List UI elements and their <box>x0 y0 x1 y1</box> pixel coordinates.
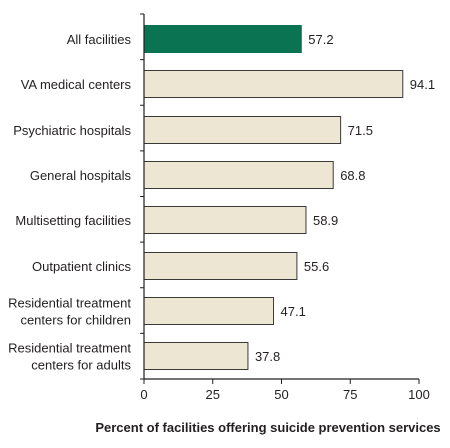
bar <box>143 116 342 144</box>
bars-layer <box>143 25 404 370</box>
x-tick-label: 0 <box>140 387 147 402</box>
value-label: 37.8 <box>255 349 280 364</box>
value-label: 94.1 <box>410 77 435 92</box>
bar <box>143 206 307 234</box>
x-tick-label: 75 <box>343 387 357 402</box>
value-label: 71.5 <box>348 123 373 138</box>
category-label: Residential treatment <box>8 341 131 356</box>
x-tick-label: 25 <box>206 387 220 402</box>
value-labels: 57.2 94.1 71.5 68.8 58.9 55.6 47.1 37.8 <box>255 32 435 364</box>
x-axis-ticks: 0 25 50 75 100 <box>140 13 430 402</box>
value-label: 58.9 <box>313 213 338 228</box>
bar <box>143 25 302 53</box>
category-label: centers for adults <box>31 358 131 373</box>
bar <box>143 252 298 280</box>
category-label: centers for children <box>20 313 131 328</box>
value-label: 57.2 <box>308 32 333 47</box>
category-label: Multisetting facilities <box>15 213 131 228</box>
x-axis-title: Percent of facilities offering suicide p… <box>95 420 440 435</box>
bar <box>143 342 249 370</box>
bar <box>143 297 275 325</box>
bar <box>143 70 404 98</box>
x-tick-label: 100 <box>408 387 430 402</box>
value-label: 68.8 <box>340 168 365 183</box>
category-label: Residential treatment <box>8 296 131 311</box>
value-label: 47.1 <box>281 304 306 319</box>
category-label: Psychiatric hospitals <box>13 123 131 138</box>
category-label: General hospitals <box>30 168 132 183</box>
x-tick-label: 50 <box>274 387 288 402</box>
category-labels: All facilities VA medical centers Psychiat… <box>8 32 131 373</box>
bar <box>143 161 334 189</box>
category-label: All facilities <box>67 32 132 47</box>
value-label: 55.6 <box>304 259 329 274</box>
category-label: Outpatient clinics <box>32 259 131 274</box>
category-label: VA medical centers <box>21 77 132 92</box>
